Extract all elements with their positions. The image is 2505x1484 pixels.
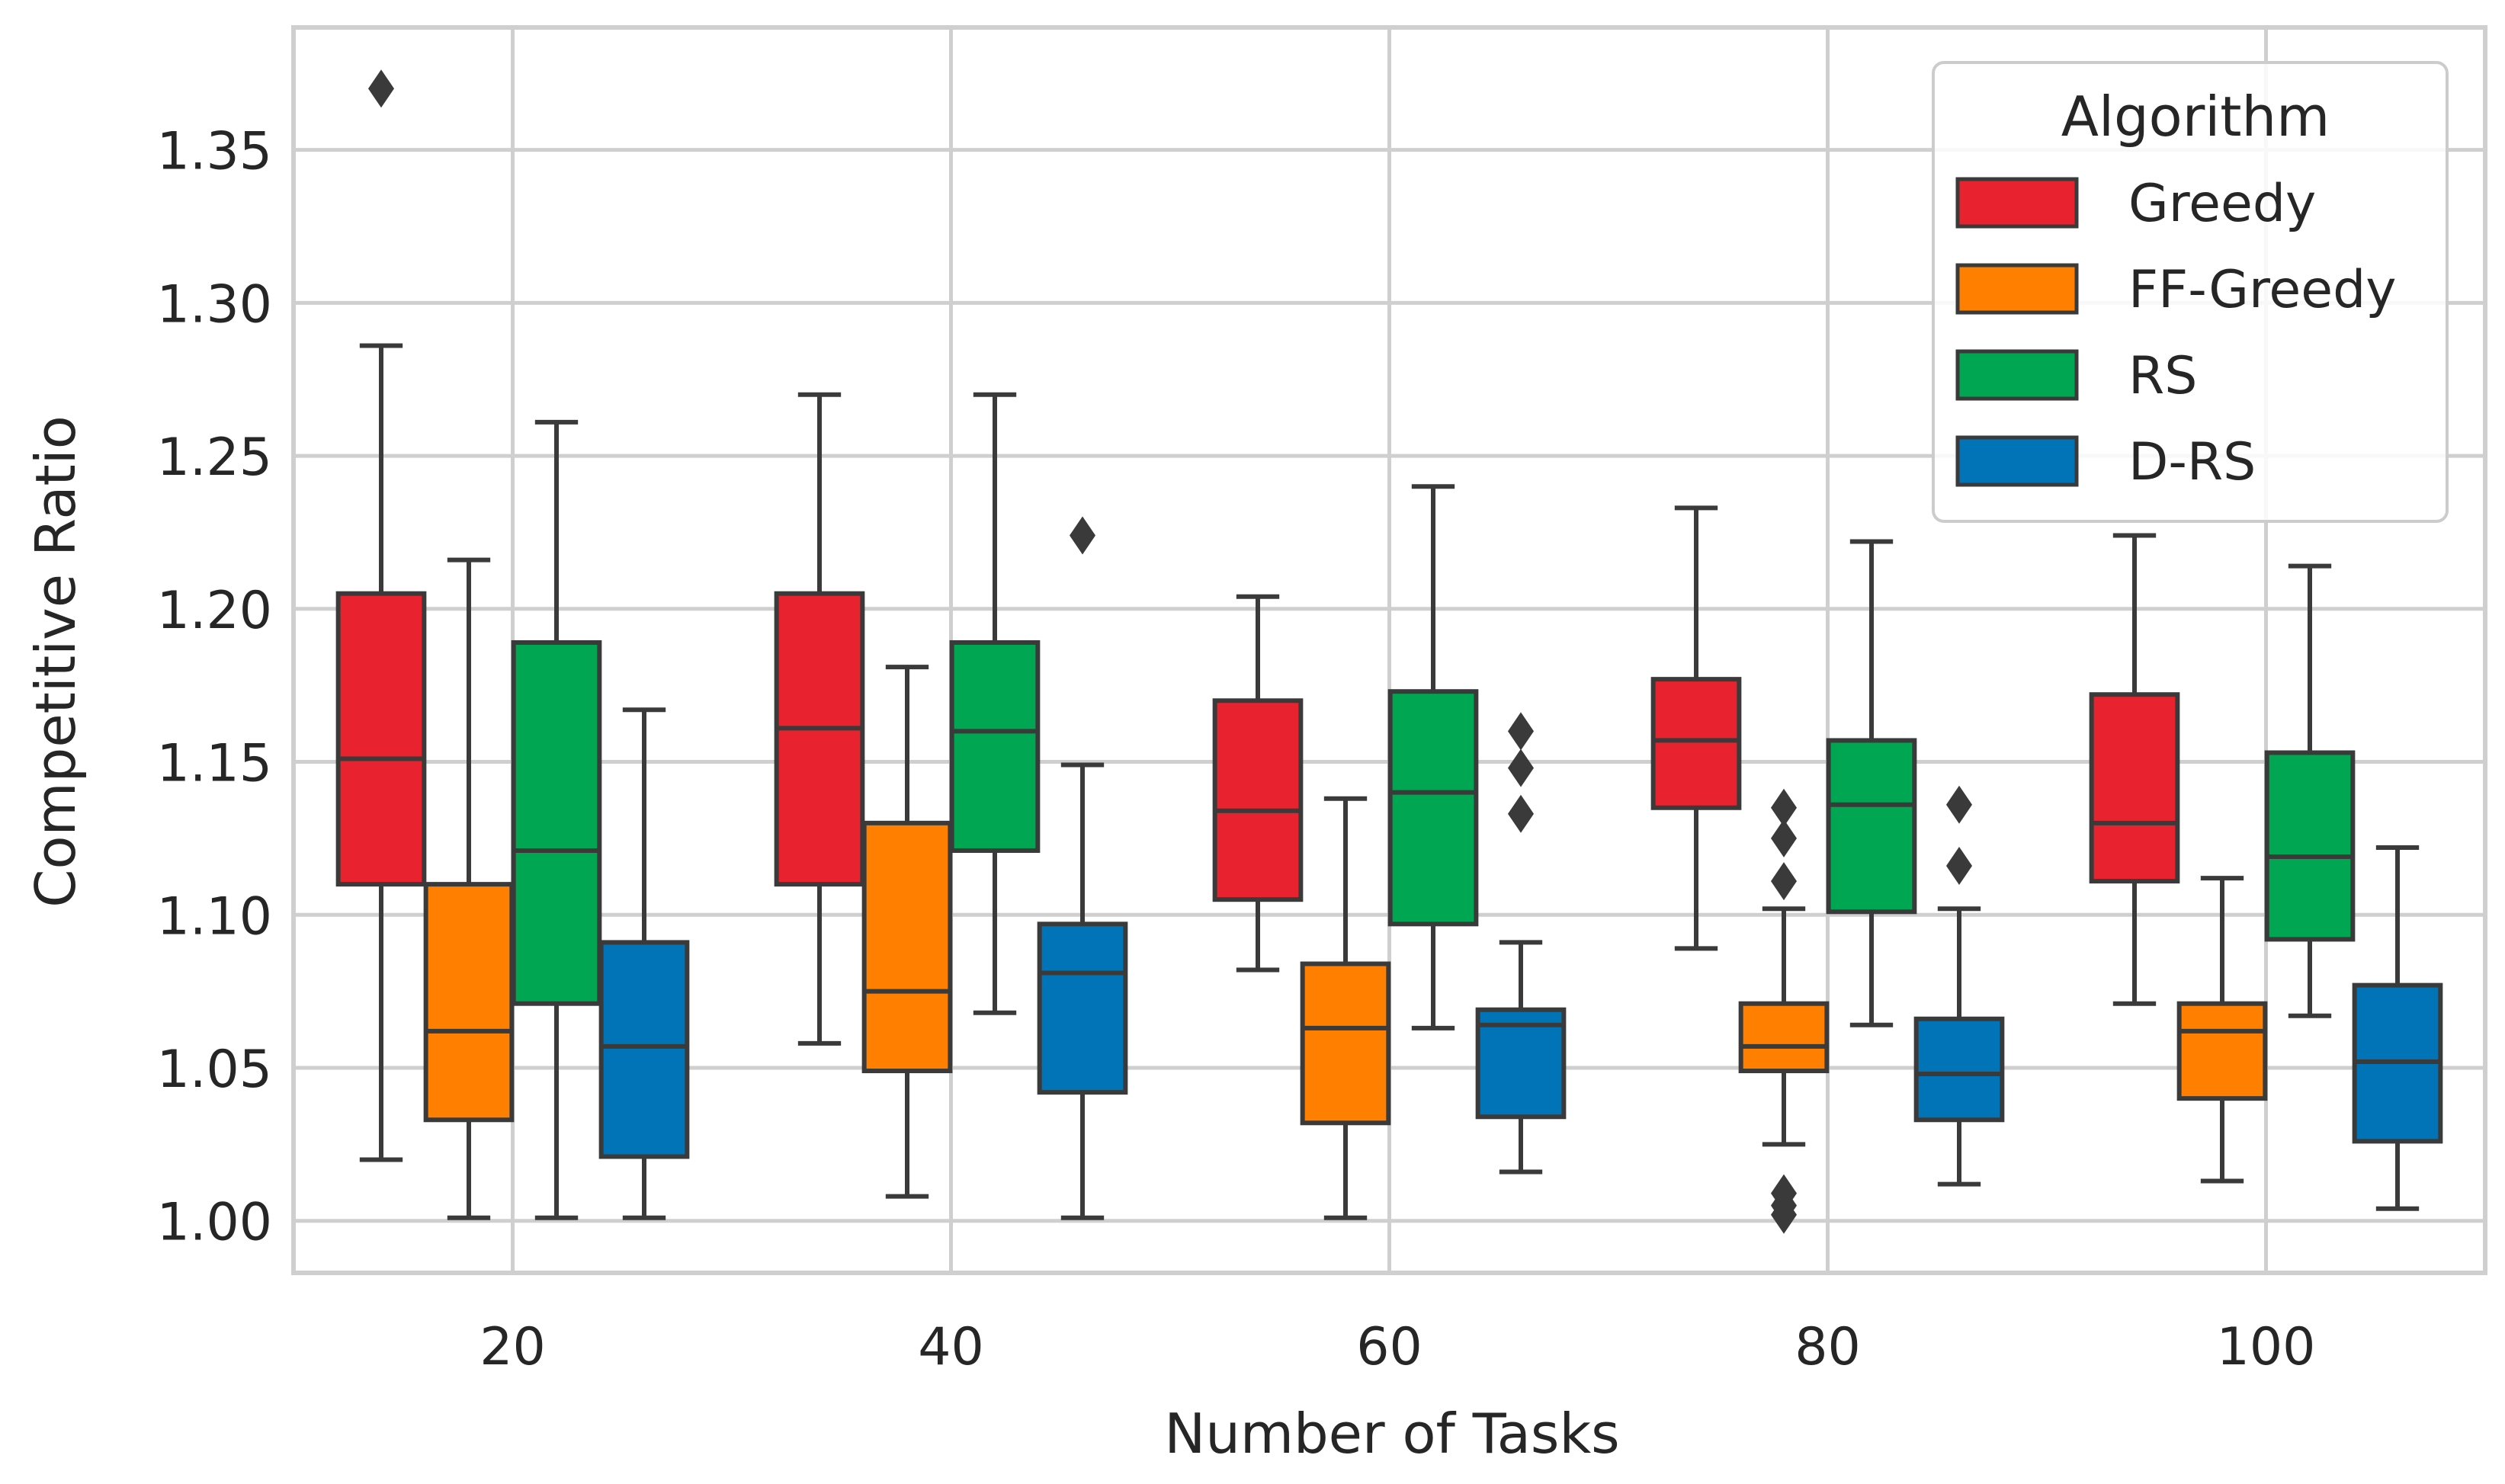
iqr-box bbox=[774, 591, 865, 887]
box-greedy-40 bbox=[774, 392, 865, 1046]
y-tick-label: 1.30 bbox=[157, 274, 272, 335]
iqr-box bbox=[2089, 692, 2180, 884]
legend-swatch bbox=[1955, 177, 2079, 229]
x-tick-label: 40 bbox=[918, 1317, 984, 1377]
iqr-box bbox=[1212, 698, 1304, 902]
boxes-layer bbox=[335, 69, 2443, 1234]
iqr-box bbox=[1650, 677, 1742, 810]
box-rs-60 bbox=[1387, 484, 1479, 1030]
box-rs-20 bbox=[511, 419, 602, 1220]
x-axis-label: Number of Tasks bbox=[1164, 1402, 1619, 1466]
tick-labels: 1.00 1.05 1.10 1.15 1.20 1.25 1.30 1.35 20 40 60 80… bbox=[157, 122, 2316, 1377]
iqr-box bbox=[511, 639, 602, 1006]
outlier-point bbox=[1946, 847, 1972, 886]
y-tick-label: 1.25 bbox=[157, 428, 272, 488]
y-tick-label: 1.00 bbox=[157, 1193, 272, 1253]
legend-label: D-RS bbox=[2128, 432, 2256, 492]
iqr-box bbox=[1387, 689, 1479, 927]
legend-label: RS bbox=[2128, 346, 2197, 406]
legend-swatch bbox=[1955, 435, 2079, 487]
box-greedy-20 bbox=[335, 69, 427, 1162]
box-ff-greedy-40 bbox=[861, 665, 953, 1199]
legend-item-rs: RS bbox=[1955, 346, 2197, 406]
x-tick-label: 60 bbox=[1356, 1317, 1422, 1377]
legend-label: Greedy bbox=[2128, 174, 2316, 234]
x-tick-label: 20 bbox=[480, 1317, 546, 1377]
outlier-point bbox=[1771, 819, 1797, 857]
legend-item-d-rs: D-RS bbox=[1955, 432, 2256, 492]
y-tick-label: 1.20 bbox=[157, 581, 272, 641]
iqr-box bbox=[861, 820, 953, 1074]
y-axis-label: Competitive Ratio bbox=[24, 415, 88, 908]
outlier-point bbox=[1508, 794, 1534, 833]
iqr-box bbox=[423, 882, 515, 1123]
outlier-point bbox=[368, 69, 394, 108]
box-ff-greedy-100 bbox=[2176, 876, 2268, 1184]
box-ff-greedy-60 bbox=[1300, 796, 1391, 1220]
iqr-box bbox=[335, 591, 427, 887]
box-d-rs-100 bbox=[2352, 845, 2443, 1211]
box-d-rs-40 bbox=[1037, 516, 1128, 1220]
iqr-box bbox=[1913, 1016, 2005, 1123]
iqr-box bbox=[1300, 961, 1391, 1126]
outlier-point bbox=[1070, 516, 1095, 555]
box-greedy-100 bbox=[2089, 533, 2180, 1006]
box-greedy-80 bbox=[1650, 505, 1742, 951]
x-tick-label: 100 bbox=[2217, 1317, 2316, 1377]
plot-frame bbox=[291, 25, 2487, 1275]
iqr-box bbox=[1037, 921, 1128, 1095]
box-rs-40 bbox=[949, 392, 1041, 1015]
box-d-rs-60 bbox=[1475, 712, 1567, 1175]
y-tick-label: 1.05 bbox=[157, 1040, 272, 1100]
y-tick-label: 1.35 bbox=[157, 122, 272, 182]
iqr-box bbox=[2176, 1001, 2268, 1101]
outlier-point bbox=[1946, 785, 1972, 824]
legend: Algorithm Greedy FF-Greedy RS D-RS bbox=[1932, 61, 2449, 523]
legend-title: Algorithm bbox=[2061, 85, 2330, 149]
box-rs-100 bbox=[2264, 563, 2356, 1018]
box-rs-80 bbox=[1826, 539, 1917, 1027]
y-tick-label: 1.15 bbox=[157, 734, 272, 794]
iqr-box bbox=[949, 639, 1041, 853]
iqr-box bbox=[1826, 738, 1917, 915]
y-tick-label: 1.10 bbox=[157, 886, 272, 947]
legend-item-ff-greedy: FF-Greedy bbox=[1955, 260, 2397, 320]
box-greedy-60 bbox=[1212, 594, 1304, 973]
legend-item-greedy: Greedy bbox=[1955, 174, 2316, 234]
iqr-box bbox=[1738, 1001, 1830, 1074]
legend-swatch bbox=[1955, 263, 2079, 315]
iqr-box bbox=[1475, 1007, 1567, 1120]
outlier-point bbox=[1771, 788, 1797, 827]
x-tick-label: 80 bbox=[1795, 1317, 1861, 1377]
iqr-box bbox=[598, 940, 690, 1159]
iqr-box bbox=[2264, 750, 2356, 942]
outlier-point bbox=[1771, 1195, 1797, 1234]
box-d-rs-80 bbox=[1913, 785, 2005, 1187]
legend-swatch bbox=[1955, 349, 2079, 401]
box-d-rs-20 bbox=[598, 707, 690, 1220]
outlier-point bbox=[1771, 862, 1797, 901]
box-ff-greedy-80 bbox=[1738, 788, 1830, 1234]
legend-label: FF-Greedy bbox=[2128, 260, 2397, 320]
outlier-point bbox=[1508, 712, 1534, 751]
outlier-point bbox=[1508, 748, 1534, 787]
